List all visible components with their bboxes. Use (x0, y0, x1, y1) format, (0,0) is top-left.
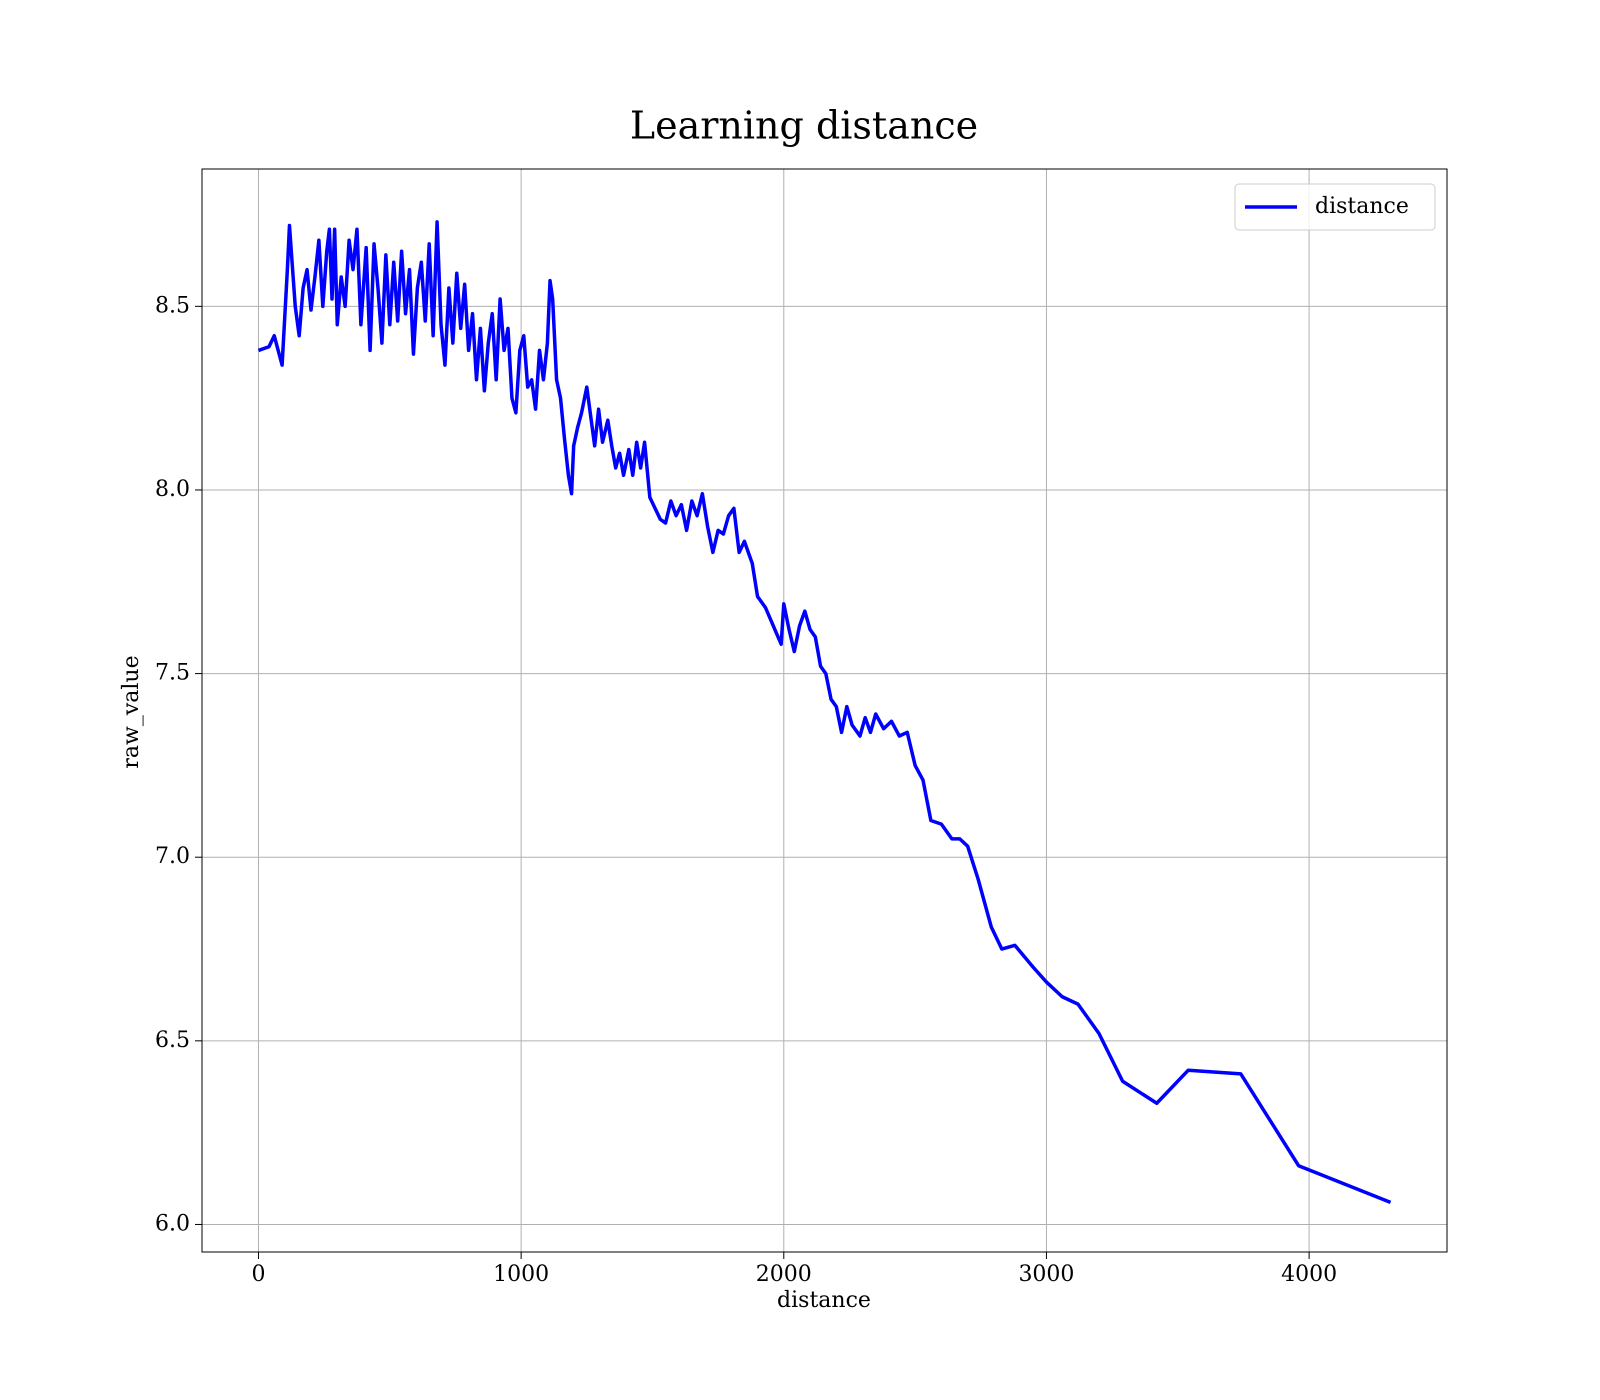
plot-frame (201, 168, 1448, 1253)
x-tick-label: 4000 (1281, 1262, 1337, 1287)
x-tick-label: 3000 (1018, 1262, 1074, 1287)
x-axis-label: distance (777, 1288, 871, 1313)
y-tick-label: 8.5 (155, 293, 190, 318)
x-tick-label: 1000 (493, 1262, 549, 1287)
legend-box (1234, 183, 1436, 231)
y-tick-label: 6.5 (155, 1028, 190, 1053)
x-tick-label: 0 (251, 1262, 265, 1287)
x-tick-label: 2000 (756, 1262, 812, 1287)
y-tick-label: 7.5 (155, 661, 190, 686)
chart-title: Learning distance (630, 104, 978, 148)
y-tick-label: 7.0 (155, 844, 190, 869)
y-tick-label: 6.0 (155, 1211, 190, 1236)
data-line (257, 220, 1392, 1205)
y-axis-label: raw_value (119, 655, 144, 768)
y-tick-label: 8.0 (155, 477, 190, 502)
legend-label: distance (1315, 194, 1409, 219)
